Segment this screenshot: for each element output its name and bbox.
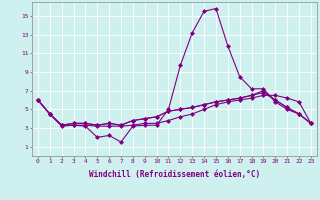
X-axis label: Windchill (Refroidissement éolien,°C): Windchill (Refroidissement éolien,°C) [89,170,260,179]
